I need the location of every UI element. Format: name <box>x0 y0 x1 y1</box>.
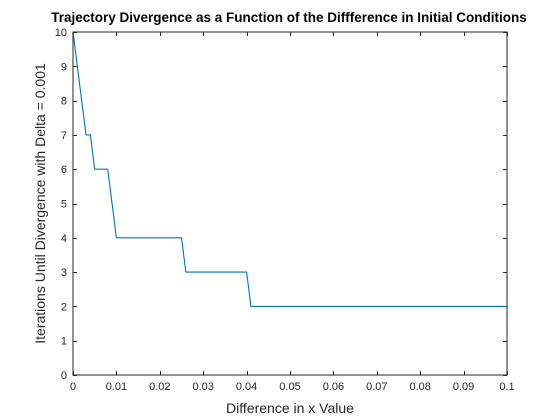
x-tick-label: 0.1 <box>499 381 514 393</box>
x-tick-label: 0.01 <box>106 381 127 393</box>
plot-background <box>73 32 507 375</box>
x-tick-label: 0.09 <box>453 381 474 393</box>
chart-title: Trajectory Divergence as a Function of t… <box>51 10 527 25</box>
x-axis-label: Difference in x Value <box>226 400 354 416</box>
y-tick-label: 2 <box>61 301 67 313</box>
y-tick-label: 6 <box>61 164 67 176</box>
x-tick-labels: 0 0.01 0.02 0.03 0.04 0.05 0.06 0.07 0.08 0.09 0.1 <box>70 381 515 393</box>
x-tick-label: 0.05 <box>279 381 300 393</box>
y-axis-label: Iterations Until Divergence with Delta =… <box>32 63 48 344</box>
x-tick-label: 0.03 <box>192 381 213 393</box>
x-tick-label: 0.06 <box>323 381 344 393</box>
y-tick-label: 7 <box>61 130 67 142</box>
y-tick-label: 3 <box>61 267 67 279</box>
x-tick-label: 0.08 <box>409 381 430 393</box>
y-tick-label: 4 <box>61 233 67 245</box>
series-group <box>72 31 507 307</box>
series-line <box>72 31 507 307</box>
y-tick-label: 10 <box>55 27 67 39</box>
y-tick-label: 5 <box>61 199 67 211</box>
y-tick-label: 9 <box>61 61 67 73</box>
x-tick-label: 0.07 <box>366 381 387 393</box>
x-tick-label: 0.04 <box>236 381 257 393</box>
y-tick-label: 8 <box>61 96 67 108</box>
x-tick-label: 0 <box>70 381 76 393</box>
axes-box <box>72 31 508 376</box>
y-tick-labels: 0 1 2 3 4 5 6 7 8 9 10 <box>55 27 67 382</box>
x-tick-label: 0.02 <box>149 381 170 393</box>
y-tick-label: 0 <box>61 370 67 382</box>
y-tick-label: 1 <box>61 336 67 348</box>
